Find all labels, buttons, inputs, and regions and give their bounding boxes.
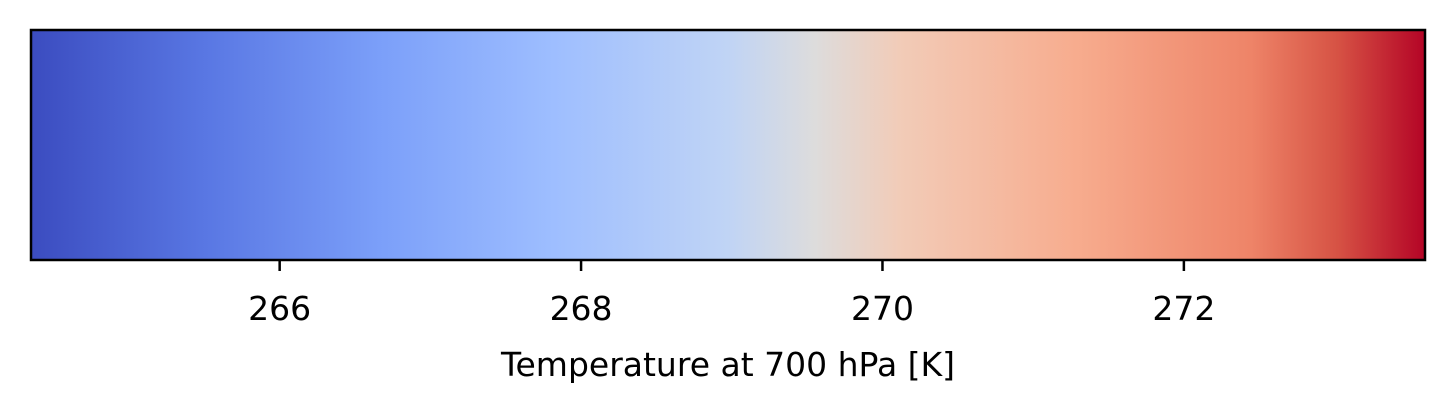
colorbar-frame xyxy=(29,28,1427,262)
x-axis-ticks: 266 268 270 272 xyxy=(248,260,1215,328)
x-tick-label-272: 272 xyxy=(1152,289,1215,328)
x-tick-label-266: 266 xyxy=(248,289,311,328)
x-axis-label: Temperature at 700 hPa [K] xyxy=(500,345,955,384)
colorbar-gradient-fill xyxy=(31,30,1425,260)
x-tick-label-270: 270 xyxy=(851,289,914,328)
x-tick-label-268: 268 xyxy=(550,289,613,328)
